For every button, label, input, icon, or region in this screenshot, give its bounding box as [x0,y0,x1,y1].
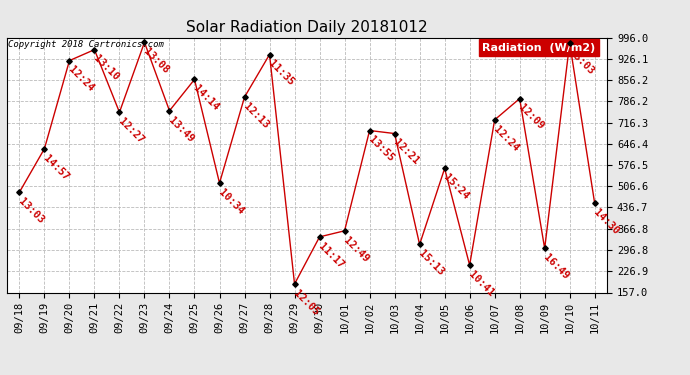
Text: 14:14: 14:14 [192,84,221,113]
Text: 12:09: 12:09 [517,103,546,132]
Text: 12:21: 12:21 [392,138,421,167]
Text: 15:13: 15:13 [417,249,446,278]
Text: 12:24: 12:24 [66,65,96,94]
Text: Copyright 2018 Cartronics.com: Copyright 2018 Cartronics.com [8,40,164,49]
Text: 13:49: 13:49 [166,115,196,144]
Text: 14:30: 14:30 [592,208,621,237]
Text: Radiation  (W/m2): Radiation (W/m2) [482,43,595,52]
Text: 11:35: 11:35 [266,58,296,88]
Text: 13:55: 13:55 [366,135,396,164]
Text: 12:27: 12:27 [117,116,146,146]
Text: 13:03: 13:03 [17,196,46,225]
Text: 13:08: 13:08 [141,46,170,76]
Text: 13:03: 13:03 [566,47,596,76]
Text: 11:17: 11:17 [317,241,346,270]
Text: 10:41: 10:41 [466,269,496,298]
Title: Solar Radiation Daily 20181012: Solar Radiation Daily 20181012 [186,20,428,35]
Text: 10:34: 10:34 [217,187,246,216]
Text: 12:13: 12:13 [241,101,270,130]
Text: 16:49: 16:49 [542,253,571,282]
Text: 12:05: 12:05 [292,288,321,317]
Text: 15:24: 15:24 [442,172,471,202]
Text: 13:10: 13:10 [92,54,121,83]
Text: 12:24: 12:24 [492,124,521,153]
Text: 12:49: 12:49 [342,235,371,264]
Text: 14:57: 14:57 [41,153,70,182]
